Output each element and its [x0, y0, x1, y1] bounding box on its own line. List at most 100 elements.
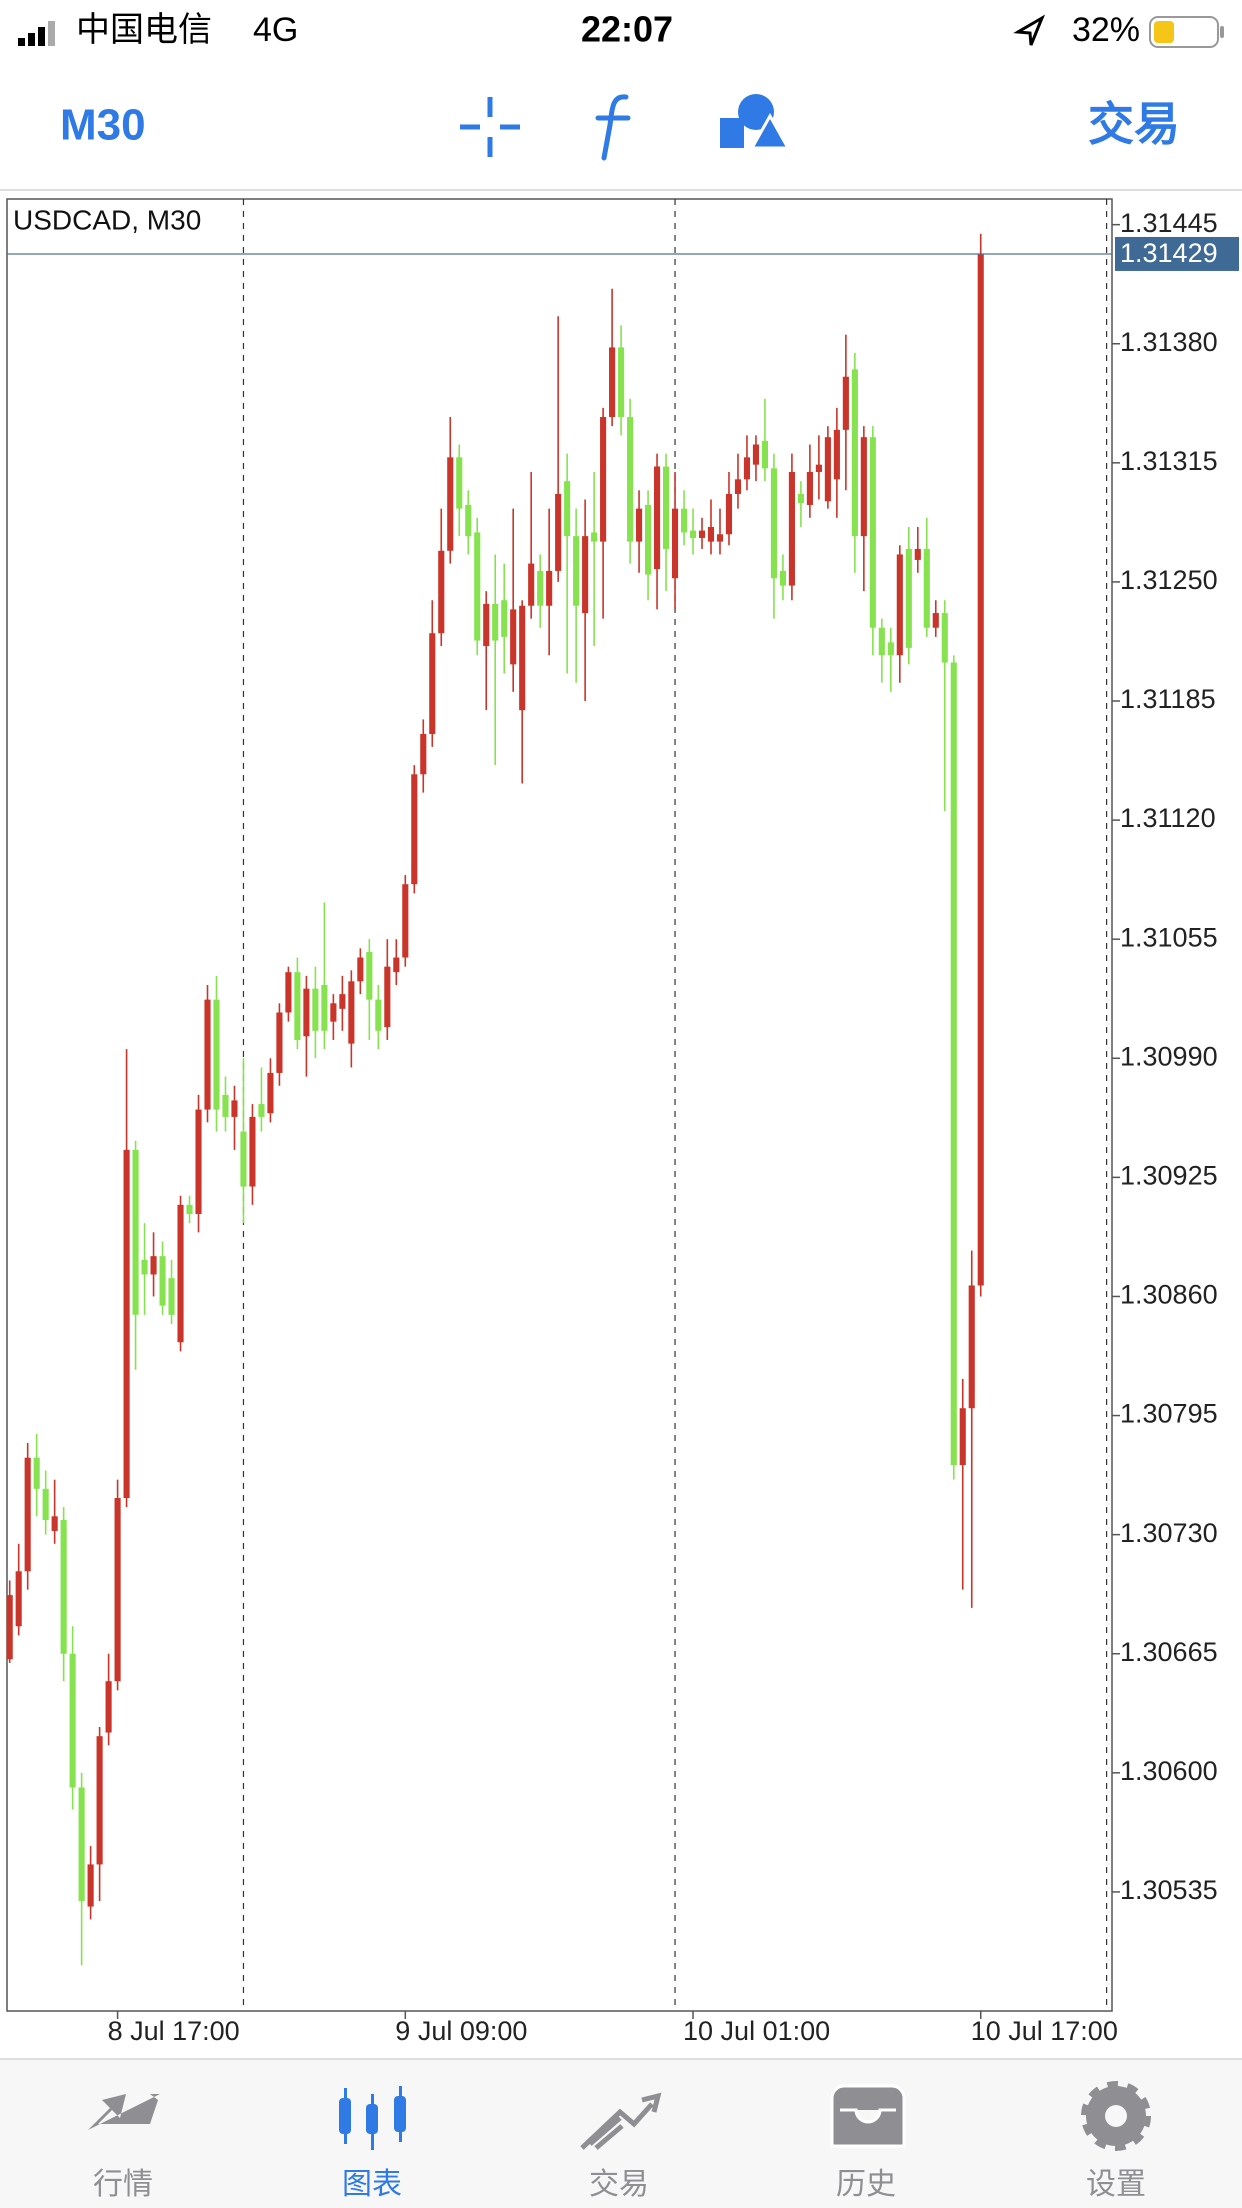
tab-bar: 行情 图表 交易 历史 设置: [0, 2058, 1242, 2208]
battery-cap: [1220, 26, 1224, 38]
candle-body: [159, 1256, 166, 1306]
y-tick-label: 1.30535: [1120, 1875, 1218, 1905]
tab-bar-bg: [0, 2059, 1242, 2208]
candle-body: [231, 1100, 238, 1117]
candle-body: [330, 1003, 337, 1022]
candle-body: [573, 536, 580, 606]
candle-body: [276, 1012, 283, 1073]
timeframe-button[interactable]: M30: [60, 101, 146, 150]
candle-body: [519, 605, 526, 711]
crosshair-button[interactable]: [460, 97, 520, 157]
candle-body: [105, 1681, 112, 1733]
location-icon: [1013, 14, 1046, 46]
candle-body: [483, 603, 490, 647]
candle-body: [806, 471, 813, 505]
x-tick-label: 9 Jul 09:00: [395, 2016, 527, 2046]
y-tick-label: 1.31380: [1120, 327, 1218, 357]
candle-body: [680, 508, 688, 533]
trade-button[interactable]: 交易: [1088, 98, 1180, 150]
candle-body: [645, 504, 652, 575]
candle-body: [878, 627, 885, 656]
candle-body: [15, 1571, 22, 1627]
candle-body: [932, 613, 939, 628]
candle-body: [393, 957, 400, 973]
candle-body: [761, 440, 769, 469]
candle-body: [510, 609, 517, 665]
candle-body: [294, 972, 301, 1040]
candle-body: [734, 479, 742, 494]
candle-body: [869, 437, 876, 628]
candle-body: [887, 642, 894, 656]
y-tick-label: 1.30600: [1120, 1756, 1218, 1786]
candle-body: [698, 530, 706, 538]
tab-label[interactable]: 设置: [1086, 2168, 1146, 2201]
candle-body: [474, 532, 481, 641]
chart-frame: [6, 198, 1113, 2012]
candle-body: [860, 437, 867, 537]
tab-label[interactable]: 行情: [93, 2168, 153, 2201]
candle-body: [141, 1259, 148, 1275]
candle-body: [285, 972, 292, 1013]
candle-body: [528, 563, 535, 606]
candle-body: [546, 570, 553, 606]
candle-body: [357, 957, 364, 982]
y-tick-label: 1.30860: [1120, 1280, 1218, 1310]
signal-icon: [48, 21, 55, 46]
candle-body: [824, 437, 831, 502]
candle-body: [447, 457, 454, 551]
candle-body: [501, 600, 508, 637]
candle-body: [591, 532, 598, 542]
candle-body: [977, 253, 984, 1286]
candle-body: [725, 493, 733, 535]
candle-body: [33, 1457, 40, 1489]
candle-body: [384, 966, 391, 1028]
x-tick-label: 8 Jul 17:00: [108, 2016, 240, 2046]
candle-body: [968, 1285, 975, 1409]
candle-body: [851, 369, 858, 537]
candle-body: [258, 1104, 265, 1117]
tab-label[interactable]: 图表: [342, 2168, 402, 2201]
candle-body: [815, 464, 822, 472]
candle-body: [555, 493, 562, 571]
y-tick-label: 1.30730: [1120, 1518, 1218, 1548]
candle-body: [195, 1109, 202, 1215]
candle-body: [267, 1072, 274, 1114]
candle-body: [905, 548, 912, 648]
candle-body: [636, 508, 643, 542]
tab-label[interactable]: 交易: [589, 2168, 649, 2201]
indicator-button[interactable]: [595, 94, 631, 161]
candle-body: [204, 999, 211, 1110]
candle-body: [96, 1736, 103, 1865]
candle-body: [842, 376, 849, 430]
chart-icon: [339, 2086, 406, 2150]
candle-body: [833, 429, 840, 480]
candle-body: [213, 999, 220, 1110]
candles: [6, 233, 984, 1966]
carrier: 中国电信: [76, 11, 212, 49]
candle-body: [743, 457, 751, 480]
candle-body: [51, 1516, 58, 1531]
y-tick-label: 1.30665: [1120, 1637, 1218, 1667]
clock: 22:07: [581, 9, 673, 50]
candle-body: [429, 633, 436, 734]
x-tick-label: 10 Jul 17:00: [971, 2016, 1118, 2046]
candle-body: [366, 952, 373, 1000]
objects-button[interactable]: [720, 94, 791, 150]
candle-body: [609, 347, 616, 418]
toolbar: M30 交易: [0, 94, 1242, 191]
candle-body: [618, 347, 625, 418]
candle-body: [87, 1864, 94, 1907]
candle-body: [411, 774, 418, 885]
chart-title: USDCAD, M30: [13, 204, 201, 235]
candle-body: [537, 570, 544, 606]
candle-body: [186, 1204, 193, 1215]
candle-body: [941, 613, 948, 663]
y-tick-label: 1.31185: [1120, 684, 1216, 714]
tab-label[interactable]: 历史: [836, 2168, 896, 2201]
y-tick-label: 1.30795: [1120, 1399, 1218, 1429]
signal-icon: [38, 27, 45, 46]
candle-body: [6, 1595, 13, 1660]
signal-icon: [18, 38, 25, 46]
candle-body: [564, 481, 571, 537]
candle-body: [177, 1204, 184, 1343]
